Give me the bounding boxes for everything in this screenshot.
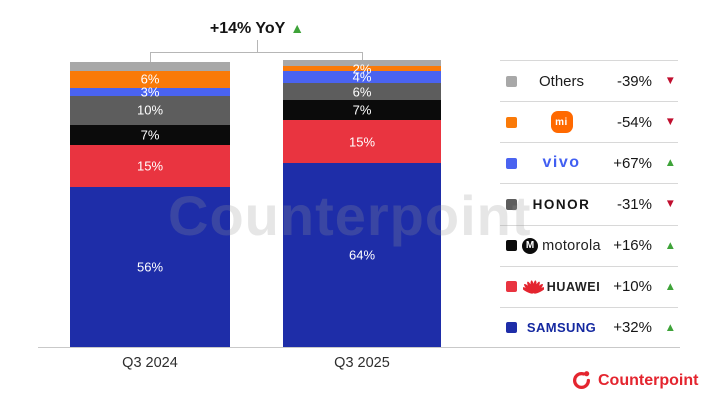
bar-segment-value: 10% xyxy=(136,102,164,118)
bar-segment-value: 2% xyxy=(352,61,372,77)
legend-swatch xyxy=(506,198,517,210)
bar-segment-honor: 6% xyxy=(283,82,441,101)
bar-segment-value: 7% xyxy=(352,102,372,118)
bar-segment-value: 6% xyxy=(352,84,372,100)
legend-swatch xyxy=(506,240,517,252)
others-wordmark: Others xyxy=(538,72,584,90)
bracket-stem xyxy=(257,40,258,52)
bar-segment-value: 56% xyxy=(136,259,164,275)
bar-segment-huawei: 15% xyxy=(283,120,441,164)
legend-row-xiaomi: mi -54% ▼ xyxy=(500,101,678,142)
samsung-wordmark: SAMSUNG xyxy=(526,320,597,336)
bar-segment-samsung: 56% xyxy=(70,187,230,347)
bar-segment-vivo: 3% xyxy=(70,84,230,100)
huawei-wordmark: HUAWEI xyxy=(546,279,601,294)
legend-yoy-value: +16% xyxy=(613,237,652,255)
legend-yoy-value: -54% xyxy=(616,113,652,131)
stacked-bar-q3-2024: 6% 3% 10% 7% 15% 56% xyxy=(70,62,230,347)
bar-segment-xiaomi: 6% xyxy=(70,70,230,88)
trend-up-icon: ▲ xyxy=(290,20,305,36)
huawei-logo: HUAWEI xyxy=(522,277,601,296)
legend-swatch xyxy=(506,157,517,169)
counterpoint-logo-text: Counterpoint xyxy=(598,371,699,389)
x-tick-q3-2025: Q3 2025 xyxy=(334,355,390,371)
bar-segment-xiaomi: 2% xyxy=(283,62,441,75)
legend-brand-others: Others xyxy=(522,73,601,90)
motorola-wordmark: motorola xyxy=(542,237,601,254)
honor-wordmark: HONOR xyxy=(532,196,591,212)
bracket-left-drop xyxy=(150,52,151,62)
trend-down-icon: ▼ xyxy=(664,116,676,129)
yoy-annotation: +14% YoY ▲ xyxy=(157,20,357,38)
legend-swatch xyxy=(506,281,517,293)
legend-brand-samsung: SAMSUNG xyxy=(522,320,601,335)
legend-brand-vivo: vivo xyxy=(522,154,601,172)
bar-segment-huawei: 15% xyxy=(70,144,230,188)
legend-swatch xyxy=(506,322,517,334)
trend-up-icon: ▲ xyxy=(664,239,676,252)
x-tick-q3-2024: Q3 2024 xyxy=(122,355,178,371)
x-axis-line xyxy=(38,347,680,348)
legend-row-honor: HONOR -31% ▼ xyxy=(500,183,678,224)
trend-down-icon: ▼ xyxy=(664,75,676,88)
bar-segment-motorola: 7% xyxy=(70,124,230,145)
legend-row-others: Others -39% ▼ xyxy=(500,60,678,101)
yoy-text: +14% YoY xyxy=(209,20,286,37)
legend-row-vivo: vivo +67% ▲ xyxy=(500,142,678,183)
mi-logo: mi xyxy=(550,111,573,134)
legend-yoy-value: -31% xyxy=(616,195,652,213)
counterpoint-logo: Counterpoint xyxy=(571,370,698,391)
trend-down-icon: ▼ xyxy=(664,198,676,211)
vivo-wordmark: vivo xyxy=(542,154,581,172)
trend-up-icon: ▲ xyxy=(664,157,676,170)
bracket-horizontal xyxy=(150,52,363,53)
bar-segment-samsung: 64% xyxy=(283,163,441,347)
trend-up-icon: ▲ xyxy=(664,321,676,334)
bar-segment-vivo: 4% xyxy=(283,69,441,85)
bar-segment-motorola: 7% xyxy=(283,100,441,121)
bar-segment-value: 15% xyxy=(136,158,164,174)
bar-segment-value: 7% xyxy=(140,127,160,143)
legend-yoy-value: +10% xyxy=(613,278,652,296)
legend-row-huawei: HUAWEI +10% ▲ xyxy=(500,265,678,307)
bar-segment-value: 64% xyxy=(348,247,376,263)
bar-segment-honor: 10% xyxy=(70,96,230,125)
stacked-bar-q3-2025: 2% 4% 6% 7% 15% 64% xyxy=(283,60,441,347)
trend-up-icon: ▲ xyxy=(664,280,676,293)
legend-brand-xiaomi: mi xyxy=(522,111,601,134)
bar-segment-value: 3% xyxy=(140,84,160,100)
bracket-right-drop xyxy=(362,52,363,60)
legend-brand-honor: HONOR xyxy=(522,197,601,212)
legend-swatch xyxy=(506,75,517,87)
bar-segment-value: 6% xyxy=(140,71,160,87)
bar-segment-others xyxy=(70,62,230,71)
legend-yoy-value: -39% xyxy=(616,72,652,90)
bar-segment-value: 4% xyxy=(352,69,372,85)
motorola-logo-icon: M xyxy=(522,237,539,254)
counterpoint-logo-icon xyxy=(573,371,590,389)
huawei-flower-icon xyxy=(522,280,544,294)
bar-segment-value: 15% xyxy=(348,134,376,150)
legend-yoy-value: +32% xyxy=(613,319,652,337)
bar-segment-others xyxy=(283,60,441,66)
legend-row-samsung: SAMSUNG +32% ▲ xyxy=(500,306,678,348)
legend-swatch xyxy=(506,116,517,128)
legend-yoy-value: +67% xyxy=(613,154,652,172)
legend-brand-huawei: HUAWEI xyxy=(522,277,601,296)
